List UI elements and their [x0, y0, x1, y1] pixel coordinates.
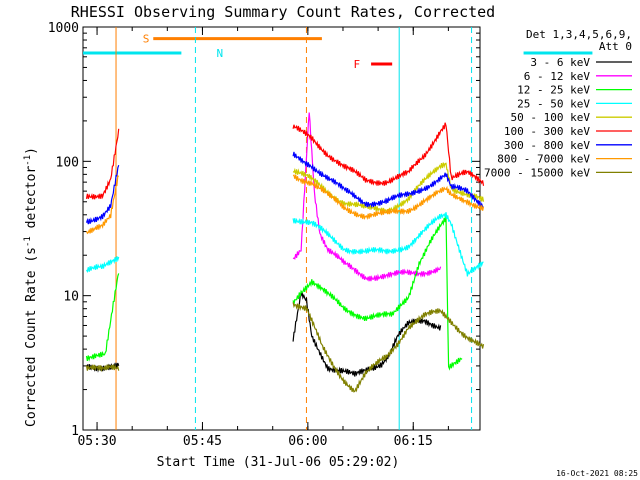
flare-flag-label: F — [354, 58, 361, 71]
y-tick-label: 1 — [71, 424, 79, 439]
legend-label: 3 - 6 keV — [530, 56, 590, 69]
legend-label: 25 - 50 keV — [517, 97, 590, 110]
legend-label: 7000 - 15000 keV — [484, 166, 590, 179]
series-line-6 — [85, 122, 485, 200]
x-axis-label: Start Time (31-Jul-06 05:29:02) — [157, 455, 400, 470]
x-tick-label: 06:00 — [288, 434, 327, 449]
legend-header-line-2: Att 0 — [599, 40, 632, 53]
legend-label: 100 - 300 keV — [504, 125, 590, 138]
timestamp: 16-Oct-2021 08:25 — [556, 469, 638, 478]
y-tick-label: 1000 — [48, 21, 79, 36]
series-line-7 — [85, 151, 484, 225]
legend-label: 50 - 100 keV — [511, 111, 591, 124]
y-tick-label: 100 — [56, 155, 79, 170]
series-line-4 — [85, 212, 484, 277]
series-line-5 — [292, 162, 485, 215]
x-tick-label: 05:45 — [183, 434, 222, 449]
series-line-1 — [86, 291, 442, 377]
y-axis-label: Corrected Count Rate (s-1 detector-1) — [23, 147, 39, 427]
series-line-9 — [85, 302, 485, 393]
legend-header-line-1: Det 1,3,4,5,6,9, — [526, 28, 632, 41]
legend-label: 12 - 25 keV — [517, 84, 590, 97]
series-line-3 — [85, 216, 463, 371]
plot-area: 05:30 05:45 06:00 06:15 1 10 100 1000 S N F — [48, 21, 593, 449]
legend-label: 800 - 7000 keV — [497, 153, 590, 166]
series-line-8 — [85, 174, 485, 235]
chart-title: RHESSI Observing Summary Count Rates, Co… — [71, 3, 495, 21]
y-tick-label: 10 — [63, 290, 79, 305]
night-flag-label: N — [217, 47, 224, 60]
x-tick-label: 06:15 — [394, 434, 433, 449]
x-tick-label: 05:30 — [77, 434, 116, 449]
legend-label: 300 - 800 keV — [504, 139, 590, 152]
series-line-2 — [292, 112, 442, 282]
legend-label: 6 - 12 keV — [524, 70, 591, 83]
plot-frame — [82, 26, 481, 431]
saa-flag-label: S — [143, 33, 150, 46]
